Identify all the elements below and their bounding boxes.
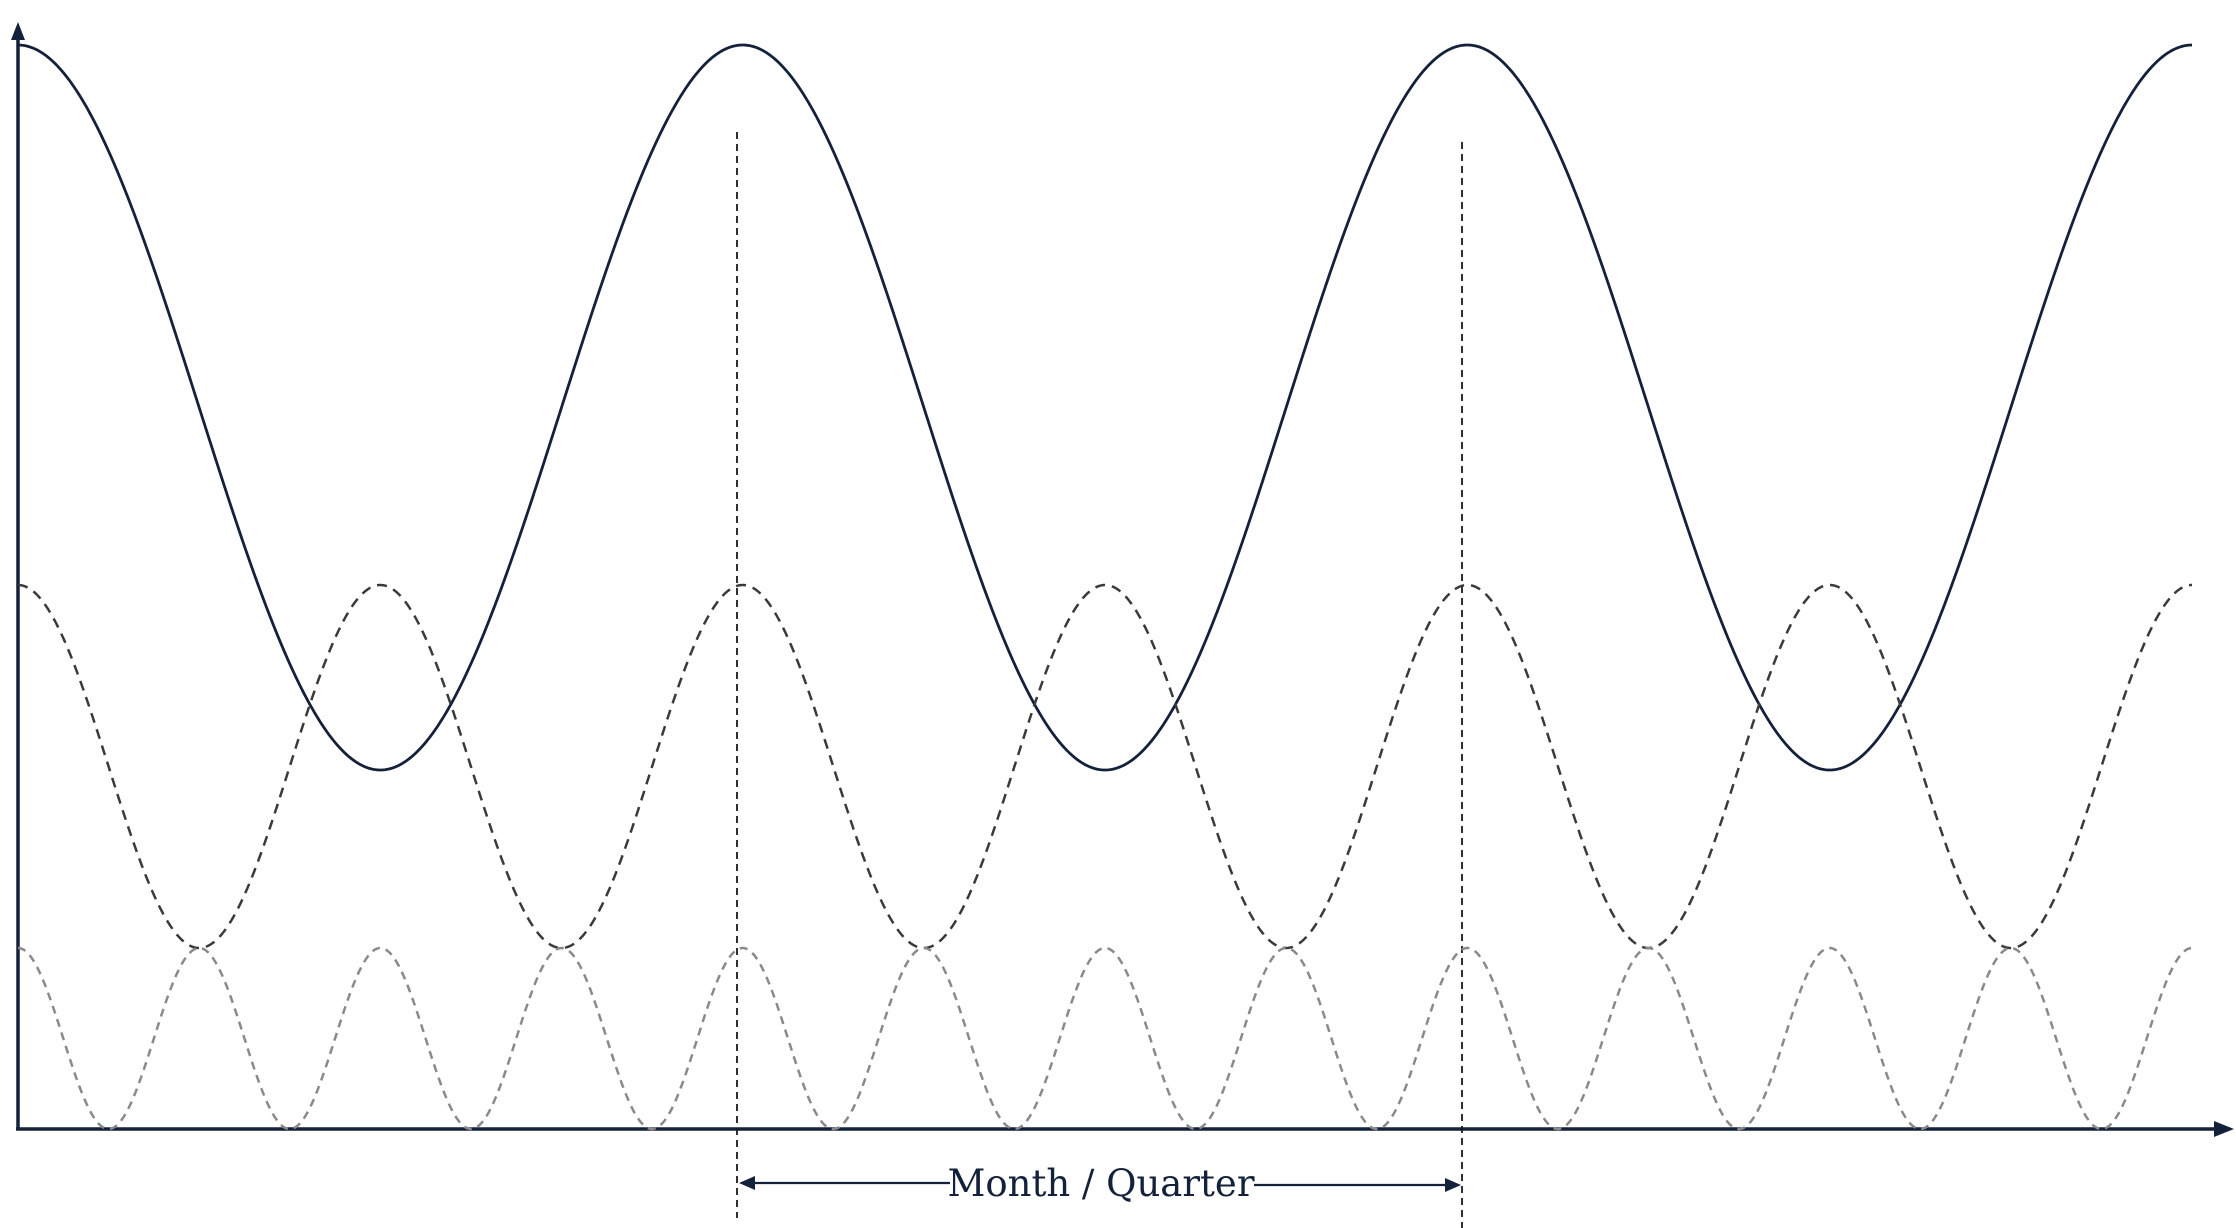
period-dividers [736, 132, 1463, 1228]
span-label: Month / Quarter [947, 1162, 1254, 1205]
span-arrow-right-icon [1445, 1178, 1461, 1192]
span-arrow-left-icon [739, 1176, 755, 1190]
wave-long-cycle [17, 43, 2193, 772]
wave-medium-cycle [17, 583, 2193, 950]
waves [17, 43, 2193, 1131]
x-axis-arrowhead-icon [2214, 1121, 2234, 1137]
period-span-indicator: Month / Quarter [739, 1162, 1461, 1205]
axes [11, 22, 2234, 1137]
y-axis-arrowhead-icon [11, 22, 25, 40]
wave-short-cycle [17, 946, 2193, 1131]
